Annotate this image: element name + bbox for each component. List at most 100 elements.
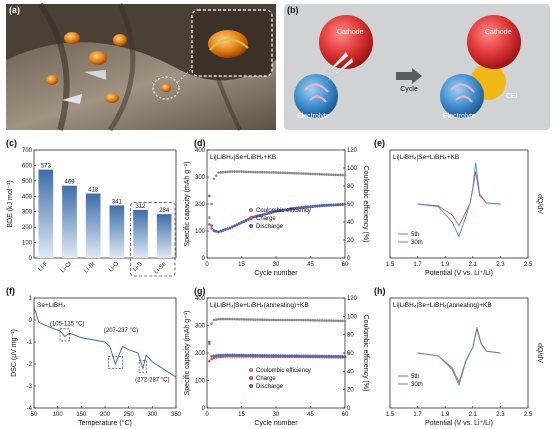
x-axis-label: Potential (V vs. Li⁺/Li) — [425, 270, 493, 277]
d-point-coulombic-efficiency — [247, 170, 250, 174]
g-point-coulombic-efficiency — [260, 318, 264, 322]
g-point-coulombic-efficiency — [318, 319, 322, 322]
bar — [85, 193, 101, 258]
g-point-discharge — [325, 354, 328, 358]
x-tick-label: 2.1 — [469, 262, 478, 268]
d-point-discharge — [237, 222, 241, 225]
d-point-discharge — [240, 221, 243, 224]
panel-label-c: (c) — [6, 138, 17, 148]
y-tick-label: 100 — [195, 229, 206, 235]
g-point-discharge — [247, 353, 250, 357]
g-point-charge — [210, 357, 213, 361]
d-point-coulombic-efficiency — [288, 171, 292, 175]
g-point-coulombic-efficiency — [281, 318, 285, 322]
x-tick-label: 150 — [76, 412, 87, 418]
d-point-discharge — [270, 210, 273, 214]
d-point-discharge — [228, 226, 232, 230]
y-axis-label: Specific capacity (mAh g⁻¹) — [184, 311, 191, 396]
d-point-discharge — [318, 204, 322, 207]
x-tick-label: 2.5 — [524, 262, 533, 268]
d-point-discharge — [263, 212, 266, 216]
d-point-coulombic-efficiency — [304, 172, 308, 175]
legend-label: Discharge — [256, 384, 284, 390]
electrolyte-label: Electrolyte — [297, 113, 330, 120]
g-point-discharge — [263, 354, 266, 357]
peak-box — [138, 360, 147, 374]
amber-fungus — [161, 84, 171, 92]
d-cell-title: Li|LiBH₄|Se+LiBH₄+KB — [210, 154, 276, 161]
y2-tick-label: 100 — [347, 166, 358, 172]
d-point-discharge — [323, 203, 326, 207]
legend-marker — [249, 384, 253, 388]
y2-tick-label: 20 — [347, 238, 354, 244]
g-point-coulombic-efficiency — [226, 317, 229, 321]
legend-label: 30th — [411, 382, 423, 388]
g-point-coulombic-efficiency — [316, 319, 319, 322]
d-point-coulombic-efficiency — [279, 171, 282, 174]
g-point-discharge — [233, 353, 236, 357]
d-point-discharge — [343, 202, 347, 206]
panel-a: (a) — [6, 2, 276, 132]
d-point-discharge — [212, 229, 216, 232]
g-point-discharge — [270, 354, 273, 357]
g-point-discharge — [302, 354, 305, 358]
legend-label: 5th — [411, 374, 419, 380]
panel-label-h: (h) — [374, 286, 386, 296]
d-point-discharge — [221, 228, 225, 232]
g-point-discharge — [231, 353, 234, 357]
d-point-coulombic-efficiency — [233, 170, 236, 173]
peak-annotation: (272-287 °C) — [135, 378, 169, 384]
d-point-coulombic-efficiency — [272, 171, 276, 174]
d-point-discharge — [302, 205, 305, 209]
y-axis-label: DSC (μV mg⁻¹) — [11, 329, 18, 377]
y-axis-label: dQ/dV — [536, 343, 543, 363]
g-point-coulombic-efficiency — [217, 317, 220, 321]
panel-label-f: (f) — [6, 286, 15, 296]
dsc-sample-title: Se+LiBH₄ — [37, 302, 66, 309]
g-point-coulombic-efficiency — [309, 318, 312, 322]
amber-fungus — [46, 75, 58, 85]
g-point-discharge — [311, 354, 315, 358]
x-tick-label: 0 — [205, 262, 209, 268]
legend-marker — [249, 368, 253, 372]
x-tick-label: 30 — [273, 412, 280, 418]
y2-tick-label: 0 — [347, 256, 351, 262]
y-axis-label: Specific capacity (mAh g⁻¹) — [184, 162, 191, 247]
d-point-coulombic-efficiency — [228, 170, 232, 173]
g-point-coulombic-efficiency — [336, 319, 340, 323]
g-point-discharge — [332, 354, 335, 358]
g-point-discharge — [256, 353, 259, 357]
g-point-coulombic-efficiency — [304, 318, 308, 322]
d-point-coulombic-efficiency — [258, 170, 262, 174]
g-point-discharge — [336, 354, 340, 358]
d-point-coulombic-efficiency — [295, 172, 299, 175]
d-point-discharge — [224, 228, 227, 231]
d-point-coulombic-efficiency — [334, 173, 338, 177]
category-label: Li-S — [132, 261, 144, 273]
d-point-coulombic-efficiency — [325, 173, 328, 176]
y-tick-label: 200 — [22, 225, 33, 231]
dsc-plot-frame — [33, 297, 177, 409]
g-point-discharge — [323, 354, 326, 358]
d-point-discharge — [332, 203, 335, 206]
g-point-coulombic-efficiency — [334, 319, 338, 323]
d-point-coulombic-efficiency — [263, 170, 266, 174]
d-point-coulombic-efficiency — [219, 171, 223, 174]
g-point-coulombic-efficiency — [274, 318, 278, 322]
d-point-coulombic-efficiency — [316, 172, 319, 176]
g-point-coulombic-efficiency — [256, 318, 259, 321]
d-point-coulombic-efficiency — [214, 174, 218, 177]
h-plot-frame — [389, 297, 529, 409]
amber-fungus — [64, 32, 80, 44]
white-spike — [62, 94, 82, 104]
d-point-coulombic-efficiency — [341, 173, 345, 177]
y-tick-label: -4 — [27, 406, 33, 412]
d-point-coulombic-efficiency — [265, 171, 269, 174]
d-point-discharge — [283, 208, 287, 211]
y-axis-label: dQ/dV — [536, 194, 543, 214]
g-point-discharge — [306, 354, 310, 358]
g-point-coulombic-efficiency — [270, 318, 273, 322]
g-point-coulombic-efficiency — [242, 318, 246, 321]
x-tick-label: 0 — [205, 412, 209, 418]
x-tick-label: 1.5 — [386, 262, 395, 268]
